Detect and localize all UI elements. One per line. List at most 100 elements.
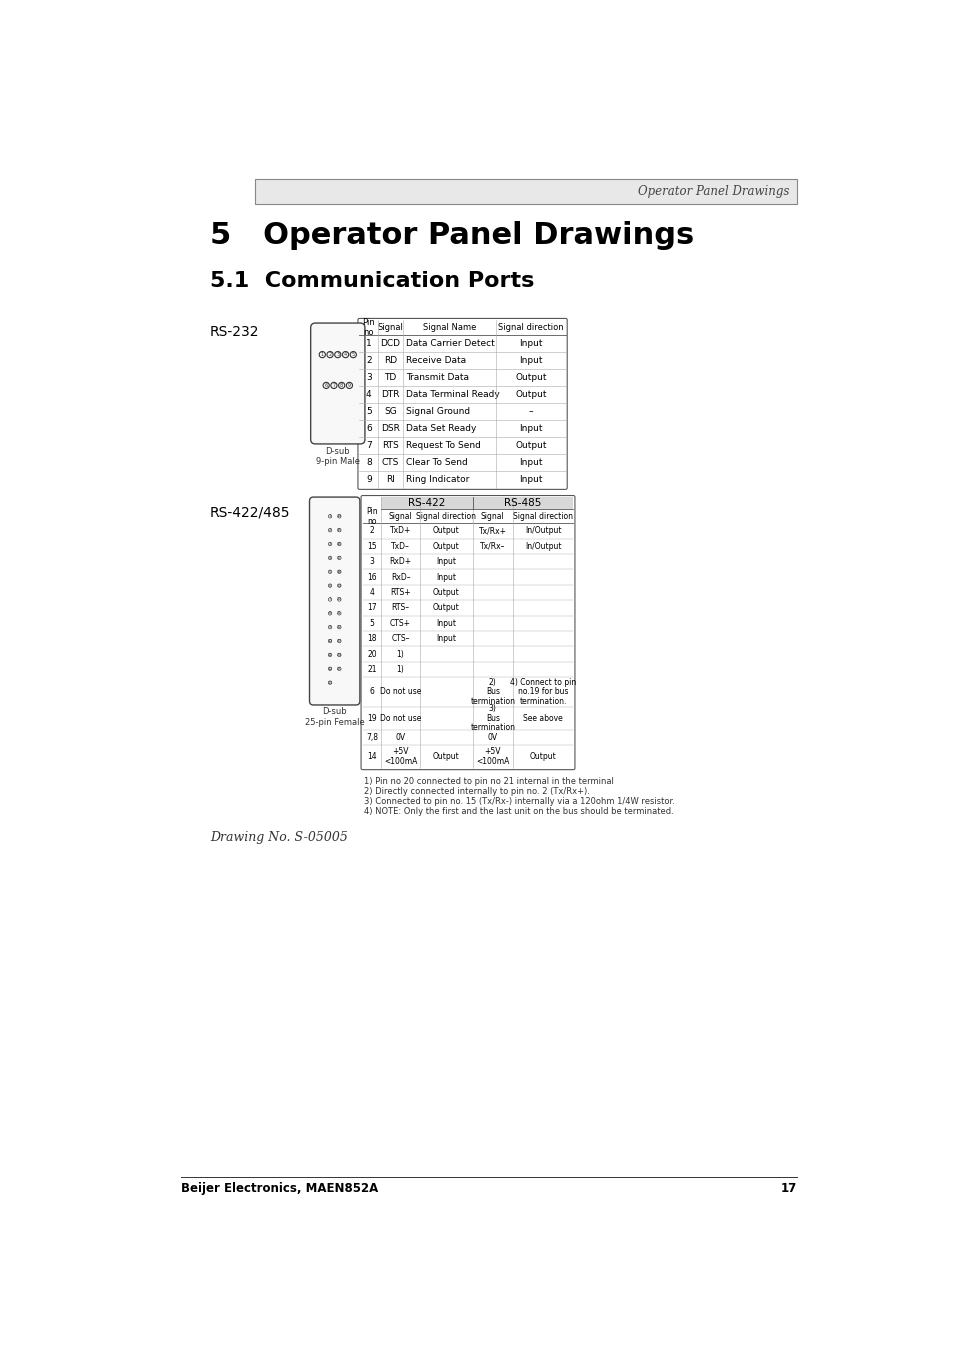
Text: 1) Pin no 20 connected to pin no 21 internal in the terminal: 1) Pin no 20 connected to pin no 21 inte… (364, 777, 614, 786)
Text: 18: 18 (336, 570, 341, 574)
Text: 6: 6 (324, 382, 328, 388)
Text: RS-422: RS-422 (408, 499, 445, 508)
Circle shape (346, 382, 353, 389)
Text: 4: 4 (369, 588, 374, 597)
Circle shape (331, 382, 336, 389)
Circle shape (328, 597, 332, 601)
Text: 16: 16 (336, 542, 341, 546)
Text: 6: 6 (369, 688, 374, 696)
Text: 19: 19 (367, 713, 376, 723)
Text: Beijer Electronics, MAEN852A: Beijer Electronics, MAEN852A (181, 1182, 378, 1196)
Text: 24: 24 (336, 653, 341, 657)
Text: 4: 4 (329, 555, 331, 559)
Circle shape (337, 639, 341, 643)
Text: TxD–: TxD– (391, 542, 410, 551)
Text: 18: 18 (367, 634, 376, 643)
Text: CTS–: CTS– (391, 634, 410, 643)
Circle shape (328, 654, 332, 657)
Text: 5   Operator Panel Drawings: 5 Operator Panel Drawings (210, 220, 694, 250)
Text: RTS: RTS (382, 440, 398, 450)
Text: 4) Connect to pin
no.19 for bus
termination.: 4) Connect to pin no.19 for bus terminat… (510, 678, 576, 707)
Text: 21: 21 (336, 612, 341, 615)
Text: 11: 11 (327, 653, 333, 657)
Circle shape (337, 570, 341, 573)
Circle shape (328, 542, 332, 546)
Text: 7: 7 (329, 597, 331, 601)
Text: 19: 19 (336, 584, 341, 588)
Text: 7: 7 (332, 382, 335, 388)
Text: Input: Input (436, 634, 456, 643)
Text: 6: 6 (329, 584, 331, 588)
Text: 2: 2 (369, 527, 374, 535)
Text: RTS+: RTS+ (390, 588, 411, 597)
Circle shape (337, 667, 341, 670)
Text: 5: 5 (352, 353, 355, 357)
Text: Input: Input (518, 339, 542, 349)
Text: Input: Input (436, 573, 456, 582)
Text: D-sub
9-pin Male: D-sub 9-pin Male (315, 447, 359, 466)
Text: Ring Indicator: Ring Indicator (406, 474, 469, 484)
Text: RS-422/485: RS-422/485 (210, 505, 290, 520)
Text: 1): 1) (396, 665, 404, 674)
Text: In/Output: In/Output (524, 542, 560, 551)
Bar (254, 180, 797, 204)
Text: 4: 4 (366, 390, 372, 399)
FancyBboxPatch shape (357, 319, 567, 489)
Text: 5: 5 (369, 619, 374, 628)
Text: Input: Input (518, 458, 542, 467)
Text: RS-485: RS-485 (504, 499, 541, 508)
Text: 3) Connected to pin no. 15 (Tx/Rx-) internally via a 120ohm 1/4W resistor.: 3) Connected to pin no. 15 (Tx/Rx-) inte… (364, 797, 675, 807)
Circle shape (337, 597, 341, 601)
Text: RS-232: RS-232 (210, 324, 259, 339)
Circle shape (342, 351, 348, 358)
Text: Data Terminal Ready: Data Terminal Ready (406, 390, 499, 399)
Text: 2: 2 (366, 357, 372, 365)
Text: Operator Panel Drawings: Operator Panel Drawings (638, 185, 789, 197)
Text: 0V: 0V (395, 732, 405, 742)
Text: In/Output: In/Output (524, 527, 560, 535)
Text: 1: 1 (329, 515, 331, 519)
Circle shape (328, 626, 332, 630)
Text: 16: 16 (367, 573, 376, 582)
Text: Input: Input (518, 424, 542, 434)
Text: Signal: Signal (377, 323, 403, 332)
Text: Pin
no: Pin no (366, 507, 377, 526)
Text: –: – (528, 407, 533, 416)
Circle shape (337, 654, 341, 657)
Text: Output: Output (515, 373, 546, 382)
Text: Drawing No. S-05005: Drawing No. S-05005 (210, 831, 348, 844)
Text: 3: 3 (329, 542, 331, 546)
Text: 17: 17 (336, 555, 341, 559)
Text: Signal direction: Signal direction (416, 512, 476, 521)
Circle shape (327, 351, 333, 358)
Text: Transmit Data: Transmit Data (406, 373, 469, 382)
Text: 8: 8 (329, 612, 331, 615)
Text: Do not use: Do not use (379, 713, 421, 723)
Text: 15: 15 (367, 542, 376, 551)
Text: 22: 22 (336, 626, 341, 630)
Text: Signal Ground: Signal Ground (406, 407, 470, 416)
Text: 4: 4 (344, 353, 347, 357)
Circle shape (337, 557, 341, 559)
Text: 3: 3 (335, 353, 339, 357)
Text: DSR: DSR (380, 424, 399, 434)
Text: Signal direction: Signal direction (513, 512, 573, 521)
Text: 5: 5 (366, 407, 372, 416)
Text: Signal: Signal (480, 512, 504, 521)
Text: 5.1  Communication Ports: 5.1 Communication Ports (210, 272, 534, 292)
Text: 2: 2 (328, 353, 332, 357)
Circle shape (323, 382, 329, 389)
Text: Tx/Rx–: Tx/Rx– (479, 542, 505, 551)
Circle shape (350, 351, 356, 358)
Text: 17: 17 (367, 604, 376, 612)
Circle shape (337, 612, 341, 615)
Circle shape (328, 639, 332, 643)
Text: 17: 17 (780, 1182, 796, 1196)
FancyBboxPatch shape (311, 323, 365, 444)
Text: Output: Output (433, 604, 459, 612)
Text: Output: Output (433, 527, 459, 535)
Circle shape (328, 681, 332, 685)
Text: Output: Output (515, 440, 546, 450)
Text: 1: 1 (366, 339, 372, 349)
Text: 8: 8 (366, 458, 372, 467)
